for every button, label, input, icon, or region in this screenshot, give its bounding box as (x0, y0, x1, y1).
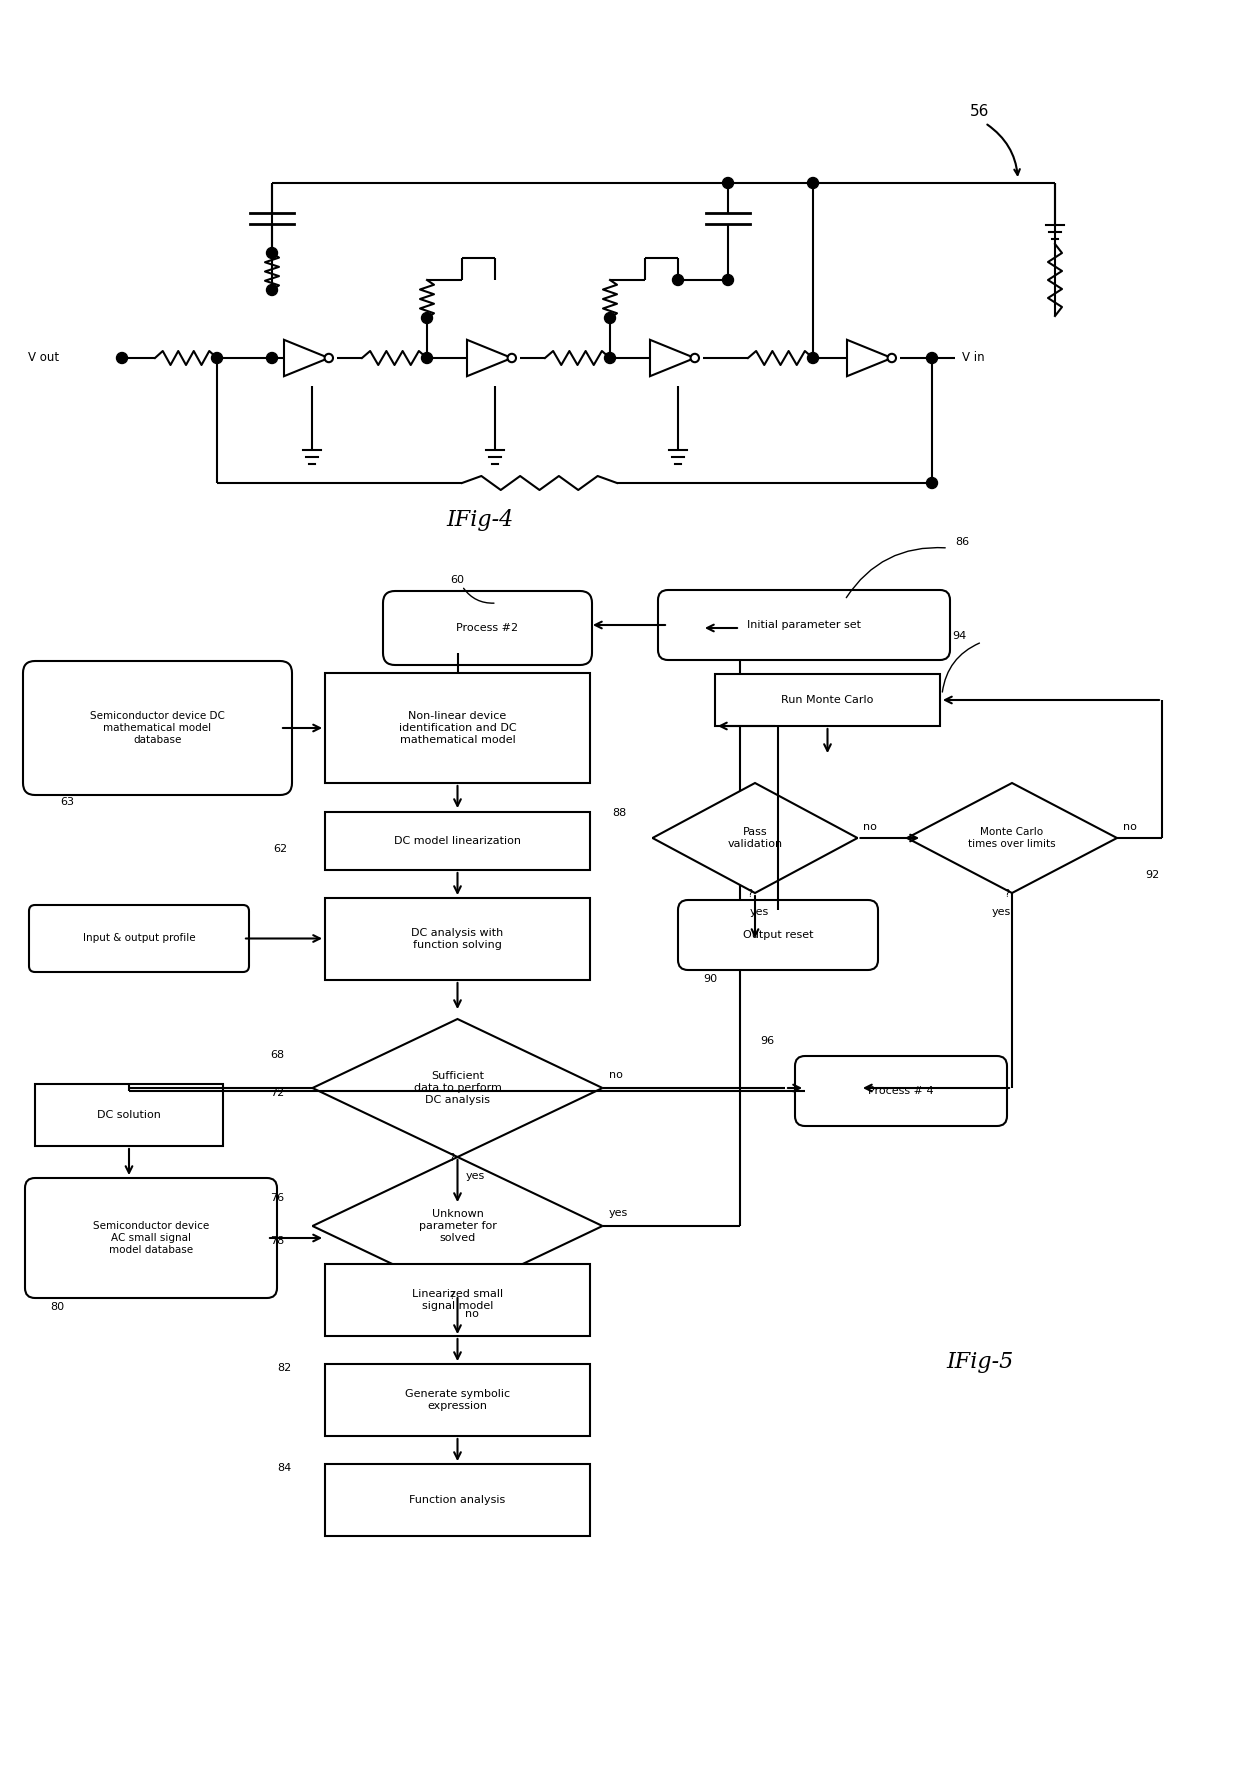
Circle shape (267, 247, 278, 259)
Text: Run Monte Carlo: Run Monte Carlo (781, 696, 874, 704)
Polygon shape (652, 783, 858, 892)
FancyBboxPatch shape (24, 662, 291, 796)
FancyBboxPatch shape (678, 899, 878, 971)
Text: 80: 80 (50, 1302, 64, 1312)
Text: DC solution: DC solution (97, 1110, 161, 1119)
Circle shape (888, 354, 897, 363)
Circle shape (507, 354, 516, 363)
Circle shape (807, 352, 818, 363)
Text: Input & output profile: Input & output profile (83, 933, 196, 944)
Text: 60: 60 (450, 576, 464, 585)
Text: Output reset: Output reset (743, 930, 813, 940)
Text: 56: 56 (970, 104, 990, 120)
Text: Non-linear device
identification and DC
mathematical model: Non-linear device identification and DC … (399, 712, 516, 744)
Polygon shape (312, 1157, 603, 1295)
Circle shape (723, 275, 734, 286)
FancyBboxPatch shape (795, 1057, 1007, 1126)
Circle shape (605, 313, 615, 324)
Text: yes: yes (750, 907, 769, 917)
Bar (325, 672, 590, 783)
Text: IFig-5: IFig-5 (946, 1352, 1013, 1373)
Circle shape (723, 177, 734, 188)
Text: no: no (609, 1069, 622, 1080)
Text: ?: ? (1004, 889, 1009, 899)
Text: Linearized small
signal model: Linearized small signal model (412, 1289, 503, 1311)
Text: 94: 94 (952, 631, 966, 642)
Text: 90: 90 (703, 974, 717, 983)
FancyBboxPatch shape (658, 590, 950, 660)
Circle shape (672, 275, 683, 286)
Text: V in: V in (962, 352, 985, 365)
Polygon shape (650, 340, 694, 375)
Circle shape (422, 313, 433, 324)
Polygon shape (467, 340, 512, 375)
Text: Pass
validation: Pass validation (728, 828, 782, 849)
Circle shape (422, 352, 433, 363)
Text: Process #2: Process #2 (456, 622, 518, 633)
Text: 88: 88 (613, 808, 626, 817)
Polygon shape (847, 340, 892, 375)
Text: ?: ? (449, 1291, 455, 1302)
Circle shape (926, 477, 937, 488)
Circle shape (117, 352, 128, 363)
Text: Semiconductor device
AC small signal
model database: Semiconductor device AC small signal mod… (93, 1221, 210, 1255)
Text: 78: 78 (270, 1236, 285, 1246)
Text: DC analysis with
function solving: DC analysis with function solving (412, 928, 503, 949)
Text: 92: 92 (1145, 871, 1159, 880)
FancyBboxPatch shape (25, 1178, 277, 1298)
Text: Function analysis: Function analysis (409, 1495, 506, 1505)
Text: 72: 72 (270, 1089, 285, 1098)
Text: 96: 96 (760, 1035, 774, 1046)
Bar (325, 1264, 590, 1336)
Text: DC model linearization: DC model linearization (394, 837, 521, 846)
Text: Sufficient
data to perform
DC analysis: Sufficient data to perform DC analysis (414, 1071, 501, 1105)
Text: ?: ? (746, 889, 753, 899)
Text: Semiconductor device DC
mathematical model
database: Semiconductor device DC mathematical mod… (91, 712, 224, 744)
Text: V out: V out (29, 352, 60, 365)
Circle shape (807, 177, 818, 188)
Text: yes: yes (465, 1171, 485, 1182)
Text: 63: 63 (60, 797, 74, 806)
Text: Generate symbolic
expression: Generate symbolic expression (405, 1389, 510, 1411)
Circle shape (325, 354, 334, 363)
Circle shape (212, 352, 222, 363)
Circle shape (691, 354, 699, 363)
Text: yes: yes (992, 907, 1012, 917)
Text: ?: ? (449, 1153, 455, 1162)
Bar (325, 812, 590, 871)
Text: IFig-4: IFig-4 (446, 510, 513, 531)
Text: no: no (863, 822, 878, 831)
Bar (715, 674, 940, 726)
Text: 86: 86 (955, 536, 970, 547)
Bar (35, 1084, 223, 1146)
Text: Unknown
parameter for
solved: Unknown parameter for solved (419, 1209, 496, 1243)
Circle shape (926, 352, 937, 363)
Text: yes: yes (609, 1209, 627, 1218)
Polygon shape (312, 1019, 603, 1157)
Polygon shape (284, 340, 329, 375)
Text: 68: 68 (270, 1050, 285, 1060)
Text: Monte Carlo
times over limits: Monte Carlo times over limits (968, 828, 1055, 849)
Circle shape (267, 352, 278, 363)
Text: 62: 62 (273, 844, 288, 855)
Text: 84: 84 (277, 1463, 291, 1473)
Circle shape (605, 352, 615, 363)
Text: Process # 4: Process # 4 (868, 1085, 934, 1096)
Text: Initial parameter set: Initial parameter set (746, 620, 861, 629)
Text: 76: 76 (270, 1193, 285, 1203)
FancyBboxPatch shape (29, 905, 249, 973)
Bar (325, 1464, 590, 1536)
FancyBboxPatch shape (383, 592, 591, 665)
Circle shape (267, 284, 278, 295)
Bar (325, 898, 590, 980)
Polygon shape (906, 783, 1117, 892)
Bar (325, 1364, 590, 1436)
Text: 82: 82 (277, 1362, 291, 1373)
Text: no: no (465, 1309, 480, 1320)
Text: no: no (1123, 822, 1137, 831)
